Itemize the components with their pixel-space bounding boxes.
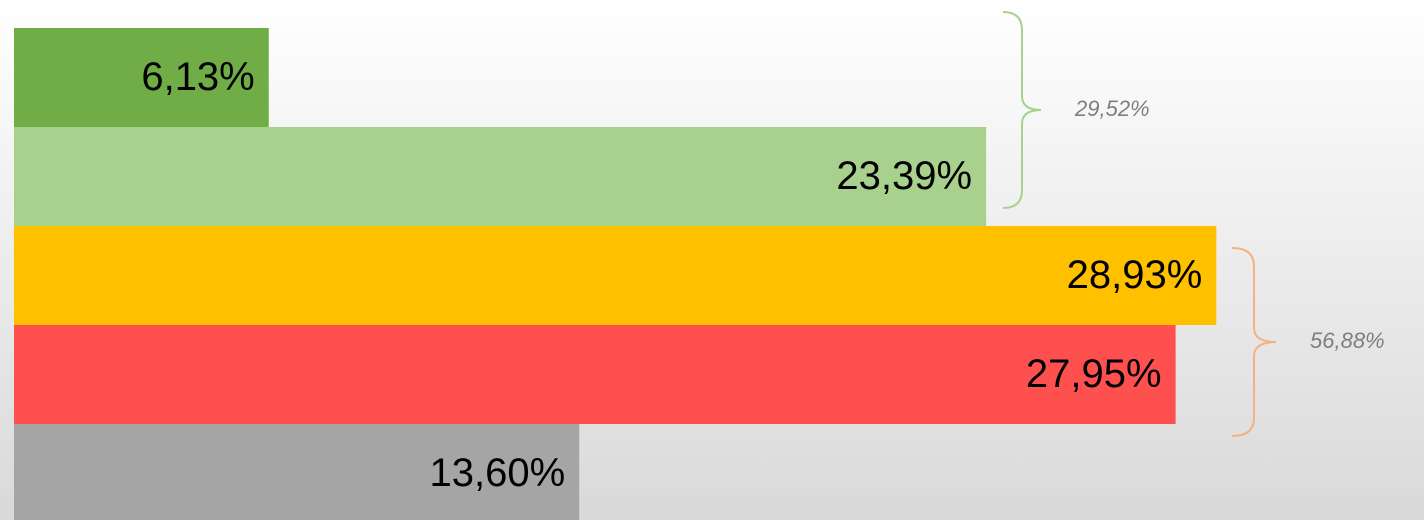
- value-label: 6,13%: [141, 55, 254, 99]
- bracket: [1002, 11, 1042, 209]
- bar: [14, 127, 987, 226]
- annotation: 56,88%: [1310, 328, 1385, 353]
- bar: [14, 28, 269, 127]
- value-label: 28,93%: [1067, 253, 1203, 297]
- value-label: 23,39%: [836, 154, 972, 198]
- bar: [14, 424, 580, 520]
- bar: [14, 226, 1217, 325]
- bracket: [1231, 247, 1277, 437]
- value-label: 13,60%: [430, 451, 566, 495]
- annotation: 29,52%: [1074, 96, 1150, 121]
- value-label: 27,95%: [1026, 352, 1162, 396]
- bar: [14, 325, 1176, 424]
